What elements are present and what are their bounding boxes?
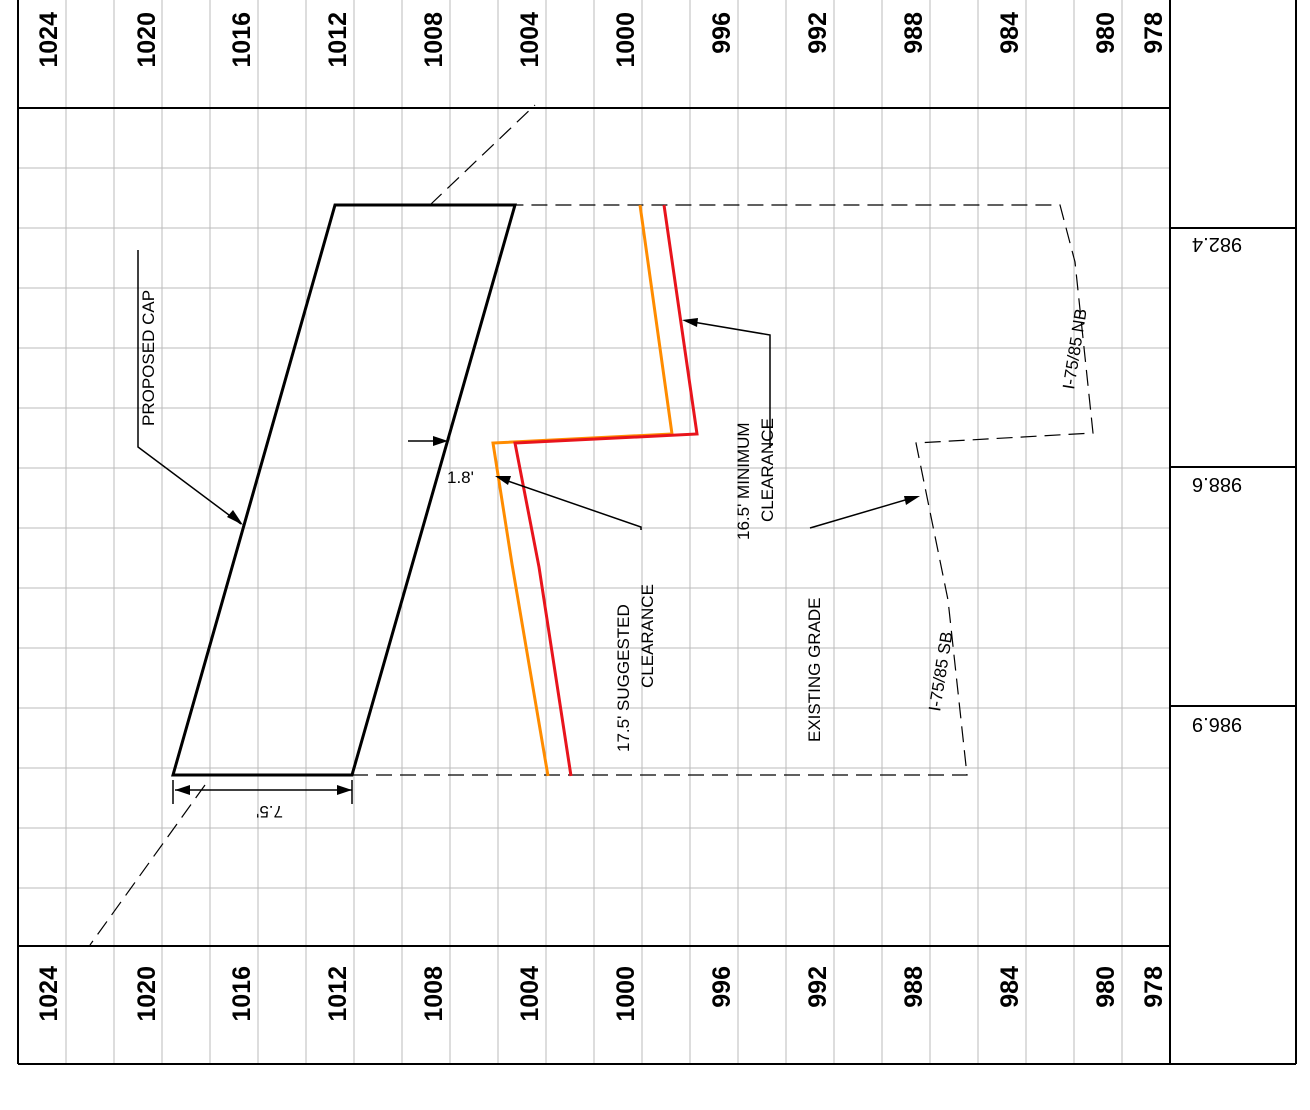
elevation-label: 1016 xyxy=(228,966,256,1022)
elevation-label: 1024 xyxy=(35,966,63,1022)
profile-grade-1: 986.9 xyxy=(1192,713,1242,735)
cap-extension-lower xyxy=(89,784,206,946)
elevation-labels-top: 1024 1020 1016 1012 1008 1004 1000 996 992 988 984… xyxy=(35,12,1168,68)
elevation-label: 1020 xyxy=(133,12,161,68)
elevation-label: 1024 xyxy=(35,12,63,68)
elevation-label: 984 xyxy=(996,12,1024,54)
proposed-cap-outline xyxy=(171,203,517,777)
elevation-label: 1004 xyxy=(516,966,544,1022)
suggested-clearance-label-line1: 17.5' SUGGESTED xyxy=(614,604,633,752)
frame xyxy=(17,0,1297,1065)
elevation-label: 988 xyxy=(900,12,928,54)
elevation-label: 1008 xyxy=(420,12,448,68)
elevation-label: 992 xyxy=(804,12,832,54)
minimum-clearance-line xyxy=(513,204,699,777)
existing-grade-line xyxy=(352,204,1094,776)
cap-width-dimension: 7.5' xyxy=(256,802,283,821)
elevation-label: 996 xyxy=(708,966,736,1008)
arrowheads xyxy=(175,318,920,795)
elevation-label: 992 xyxy=(804,966,832,1008)
suggested-clearance-label-line2: CLEARANCE xyxy=(638,584,657,688)
gap-dimension: 1.8' xyxy=(447,468,474,487)
minimum-clearance-label-line1: 16.5' MINIMUM xyxy=(734,422,753,540)
elevation-label: 978 xyxy=(1140,12,1168,54)
elevation-label: 1012 xyxy=(324,966,352,1022)
elevation-label: 1012 xyxy=(324,12,352,68)
elevation-label: 1020 xyxy=(133,966,161,1022)
elevation-label: 1016 xyxy=(228,12,256,68)
elevation-label: 1008 xyxy=(420,966,448,1022)
cap-extension-upper xyxy=(429,104,536,206)
profile-grade-3: 982.4 xyxy=(1192,233,1242,255)
elevation-label: 1000 xyxy=(612,966,640,1022)
existing-grade-label: EXISTING GRADE xyxy=(805,597,824,742)
suggested-clearance-line xyxy=(491,204,674,777)
proposed-cap-label: PROPOSED CAP xyxy=(139,290,158,426)
elevation-label: 984 xyxy=(996,966,1024,1008)
elevation-label: 1004 xyxy=(516,12,544,68)
elevation-label: 988 xyxy=(900,966,928,1008)
elevation-label: 1000 xyxy=(612,12,640,68)
elevation-label: 980 xyxy=(1092,12,1120,54)
leaders xyxy=(137,250,913,804)
elevation-label: 980 xyxy=(1092,966,1120,1008)
profile-grade-2: 988.6 xyxy=(1192,473,1242,495)
elevation-label: 996 xyxy=(708,12,736,54)
minimum-clearance-label-line2: CLEARANCE xyxy=(758,418,777,522)
grid xyxy=(18,0,1170,1064)
elevation-label: 978 xyxy=(1140,966,1168,1008)
nb-label: I-75/85 NB xyxy=(1059,307,1090,390)
elevation-labels-bottom: 1024 1020 1016 1012 1008 1004 1000 996 992 988 984… xyxy=(35,966,1168,1022)
